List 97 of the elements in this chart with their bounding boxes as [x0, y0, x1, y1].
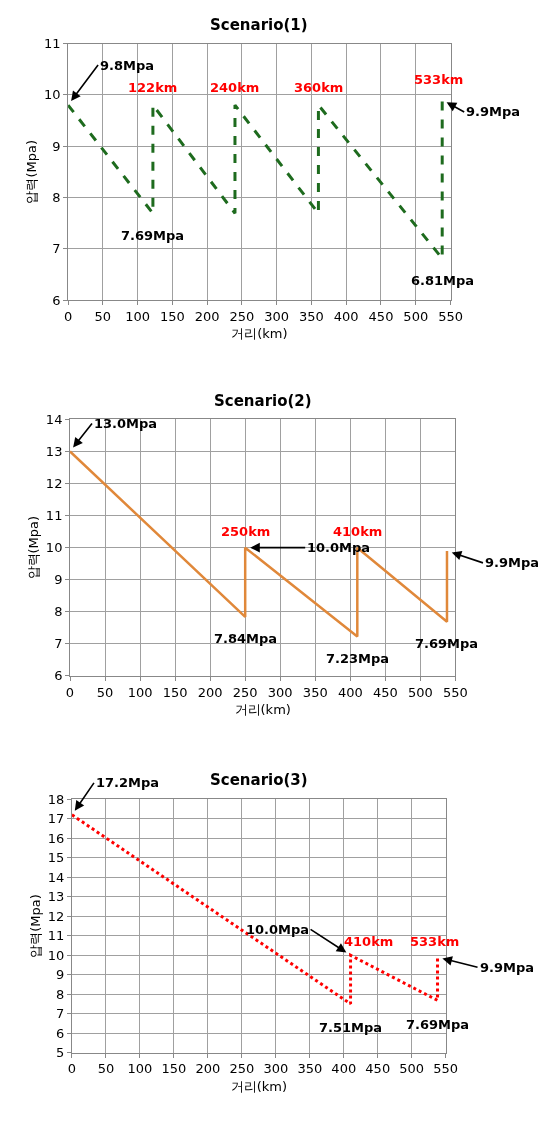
y-tick-label: 11: [43, 36, 61, 52]
annotation: 17.2Mpa: [96, 775, 160, 790]
x-tick-label: 350: [302, 684, 328, 700]
chart-title: Scenario(3): [210, 771, 308, 789]
annotation: 6.81Mpa: [411, 273, 475, 288]
x-tick-label: 300: [267, 684, 293, 700]
y-tick-label: 9: [52, 138, 61, 154]
x-tick-label: 0: [67, 1061, 77, 1077]
annotation: 13.0Mpa: [94, 416, 158, 431]
annotation: 533km: [414, 72, 464, 87]
annotation: 250km: [221, 524, 271, 539]
y-tick-label: 17: [47, 811, 65, 827]
annotation: 9.9Mpa: [485, 555, 540, 570]
annotation: 7.23Mpa: [326, 651, 390, 666]
annotation: 7.69Mpa: [121, 228, 185, 243]
y-tick-label: 6: [56, 1025, 65, 1041]
x-axis-title: 거리(km): [231, 326, 288, 342]
x-tick-label: 50: [94, 308, 112, 324]
y-tick-label: 10: [43, 87, 61, 103]
x-tick-label: 100: [125, 308, 151, 324]
x-tick-label: 50: [97, 1061, 115, 1077]
x-tick-label: 250: [229, 308, 255, 324]
y-tick-label: 5: [56, 1045, 65, 1061]
annotation: 240km: [210, 80, 260, 95]
annotation: 410km: [333, 524, 383, 539]
y-axis-title: 압력(Mpa): [25, 515, 41, 580]
y-tick-label: 13: [45, 444, 63, 460]
x-tick-label: 100: [127, 1061, 153, 1077]
y-axis-title: 압력(Mpa): [23, 139, 39, 204]
y-tick-label: 16: [47, 830, 65, 846]
y-tick-label: 18: [47, 791, 65, 807]
x-tick-label: 150: [162, 684, 188, 700]
y-tick-label: 11: [47, 928, 65, 944]
y-tick-label: 8: [54, 604, 63, 620]
x-tick-label: 300: [263, 1061, 289, 1077]
x-tick-label: 450: [368, 308, 394, 324]
annotation: 10.0Mpa: [307, 540, 371, 555]
x-tick-label: 0: [65, 684, 75, 700]
y-tick-label: 15: [47, 850, 65, 866]
x-tick-label: 200: [197, 684, 223, 700]
chart-title: Scenario(1): [210, 16, 308, 34]
y-tick-label: 7: [52, 241, 61, 257]
x-tick-label: 250: [232, 684, 258, 700]
y-tick-label: 6: [54, 668, 63, 684]
x-tick-label: 150: [161, 1061, 187, 1077]
x-tick-label: 300: [264, 308, 290, 324]
x-tick-label: 150: [159, 308, 185, 324]
x-tick-label: 200: [195, 1061, 221, 1077]
x-tick-label: 350: [299, 308, 324, 324]
y-tick-label: 8: [52, 189, 61, 205]
annotation: 10.0Mpa: [246, 922, 310, 937]
x-tick-label: 400: [337, 684, 363, 700]
x-tick-label: 200: [194, 308, 220, 324]
y-tick-label: 12: [47, 908, 65, 924]
y-tick-label: 13: [47, 889, 65, 905]
x-tick-label: 350: [297, 1061, 323, 1077]
y-tick-label: 9: [54, 572, 63, 588]
x-tick-label: 500: [403, 308, 429, 324]
x-axis-title: 거리(km): [234, 702, 291, 718]
annotation: 7.69Mpa: [415, 636, 479, 651]
y-tick-label: 7: [56, 1006, 65, 1022]
annotation: 9.9Mpa: [466, 104, 521, 119]
x-tick-label: 400: [331, 1061, 357, 1077]
y-tick-label: 9: [56, 967, 65, 983]
x-tick-label: 450: [365, 1061, 391, 1077]
x-axis-title: 거리(km): [230, 1079, 287, 1095]
x-tick-label: 100: [127, 684, 153, 700]
y-tick-label: 12: [45, 476, 63, 492]
x-tick-label: 550: [433, 1061, 459, 1077]
x-tick-label: 400: [333, 308, 359, 324]
y-tick-label: 10: [47, 947, 65, 963]
y-tick-label: 10: [45, 540, 63, 556]
y-tick-label: 14: [47, 869, 65, 885]
y-tick-label: 6: [52, 292, 61, 308]
x-tick-label: 550: [442, 684, 468, 700]
x-tick-label: 550: [438, 308, 463, 324]
y-tick-label: 14: [45, 411, 63, 427]
annotation: 7.69Mpa: [406, 1017, 470, 1032]
annotation: 9.8Mpa: [100, 58, 155, 73]
x-tick-label: 0: [63, 308, 73, 324]
x-tick-label: 250: [229, 1061, 255, 1077]
y-tick-label: 11: [45, 508, 63, 524]
annotation: 7.51Mpa: [319, 1020, 383, 1035]
annotation: 533km: [410, 934, 460, 949]
x-tick-label: 450: [372, 684, 398, 700]
annotation: 360km: [294, 80, 344, 95]
y-tick-label: 7: [54, 636, 63, 652]
annotation: 122km: [128, 80, 178, 95]
x-tick-label: 500: [407, 684, 433, 700]
chart-title: Scenario(2): [214, 392, 312, 410]
x-tick-label: 500: [399, 1061, 425, 1077]
y-axis-title: 압력(Mpa): [27, 894, 43, 958]
x-tick-label: 50: [96, 684, 114, 700]
annotation: 7.84Mpa: [214, 631, 278, 646]
annotation: 410km: [344, 934, 394, 949]
y-tick-label: 8: [56, 986, 65, 1002]
annotation: 9.9Mpa: [480, 960, 535, 975]
